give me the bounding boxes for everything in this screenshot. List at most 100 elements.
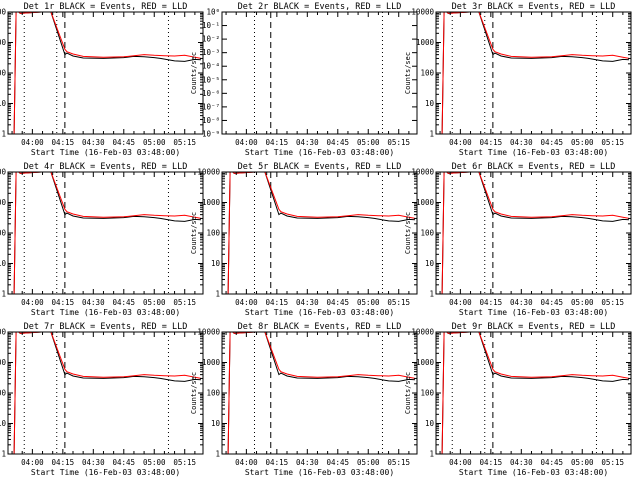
x-tick-label: 05:15 (601, 458, 624, 467)
x-tick-label: 04:45 (326, 298, 349, 307)
detector-panel: Det 5r BLACK = Events, RED = LLD 1 10 100 10… (190, 162, 418, 317)
y-tick-label: 100 (206, 229, 220, 238)
plot-frame (435, 11, 632, 135)
x-tick-label: 05:00 (571, 138, 594, 147)
y-tick-label: 100 (420, 69, 434, 78)
x-tick-label: 05:15 (387, 298, 410, 307)
events-series-line (441, 332, 630, 454)
y-tick-label: 10⁻⁷ (202, 102, 220, 111)
y-tick-label: 10000 (197, 168, 220, 177)
x-axis-label: Start Time (16-Feb-03 03:48:00) (31, 468, 180, 477)
x-tick-label: 05:15 (173, 458, 196, 467)
x-tick-label: 04:00 (449, 298, 472, 307)
lld-series-line (13, 12, 202, 134)
y-tick-label: 1 (1, 290, 6, 299)
y-tick-label: 1 (429, 450, 434, 459)
x-tick-label: 05:00 (357, 298, 380, 307)
y-tick-label: 10⁻⁹ (202, 130, 220, 139)
y-tick-label: 10000 (411, 328, 434, 337)
events-series-line (13, 172, 202, 294)
x-tick-label: 04:00 (21, 458, 44, 467)
x-tick-label: 04:30 (82, 458, 105, 467)
y-tick-label: 10000 (0, 168, 6, 177)
lld-series-line (227, 332, 416, 454)
y-tick-label: 100 (0, 69, 6, 78)
x-tick-label: 05:15 (173, 138, 196, 147)
x-tick-label: 05:00 (143, 298, 166, 307)
y-tick-label: 10⁰ (206, 8, 220, 17)
x-tick-label: 04:15 (480, 298, 503, 307)
y-tick-label: 1000 (416, 38, 435, 47)
y-tick-label: 10000 (411, 168, 434, 177)
x-tick-label: 04:45 (540, 298, 563, 307)
panel-title: Det 1r BLACK = Events, RED = LLD (24, 2, 188, 12)
x-axis-label: Start Time (16-Feb-03 03:48:00) (245, 308, 394, 317)
detector-panel: Det 3r BLACK = Events, RED = LLD 1 10 100 10… (404, 2, 632, 157)
x-tick-label: 04:30 (510, 298, 533, 307)
events-series-line (441, 12, 630, 134)
x-tick-label: 04:30 (296, 298, 319, 307)
y-tick-label: 10⁻¹ (202, 21, 220, 30)
x-axis-label: Start Time (16-Feb-03 03:48:00) (459, 308, 608, 317)
plot-data (13, 172, 202, 294)
y-tick-label: 10 (425, 259, 435, 268)
x-tick-label: 04:30 (82, 298, 105, 307)
x-tick-label: 04:00 (21, 138, 44, 147)
plot-frame (7, 331, 204, 455)
x-tick-label: 04:45 (540, 458, 563, 467)
plot-frame (435, 171, 632, 295)
x-tick-label: 04:15 (52, 138, 75, 147)
plot-frame (221, 11, 418, 135)
y-tick-label: 100 (420, 229, 434, 238)
x-axis-label: Start Time (16-Feb-03 03:48:00) (459, 468, 608, 477)
x-tick-label: 04:45 (112, 458, 135, 467)
x-tick-label: 04:00 (235, 458, 258, 467)
y-tick-label: 10000 (0, 328, 6, 337)
x-axis-label: Start Time (16-Feb-03 03:48:00) (459, 148, 608, 157)
x-tick-label: 04:30 (296, 458, 319, 467)
y-axis-label: Counts/sec (190, 372, 198, 414)
y-tick-label: 100 (206, 389, 220, 398)
x-axis-label: Start Time (16-Feb-03 03:48:00) (31, 148, 180, 157)
panel-title: Det 6r BLACK = Events, RED = LLD (452, 162, 616, 172)
plot-data (254, 12, 383, 134)
y-tick-label: 10000 (197, 328, 220, 337)
x-tick-label: 04:00 (449, 138, 472, 147)
y-tick-label: 1000 (416, 358, 435, 367)
lld-series-line (441, 12, 630, 134)
plot-data (227, 332, 416, 454)
x-tick-label: 04:45 (326, 138, 349, 147)
x-tick-label: 05:00 (571, 298, 594, 307)
y-tick-label: 10 (0, 259, 6, 268)
y-tick-label: 10 (211, 259, 221, 268)
x-tick-label: 05:00 (571, 458, 594, 467)
x-tick-label: 04:30 (510, 458, 533, 467)
plot-data (13, 12, 202, 134)
y-tick-label: 10⁻⁵ (202, 75, 220, 84)
y-axis-label: Counts/sec (190, 52, 198, 94)
x-tick-label: 04:15 (266, 138, 289, 147)
panel-title: Det 7r BLACK = Events, RED = LLD (24, 322, 188, 332)
plot-frame (435, 331, 632, 455)
y-tick-label: 1 (215, 290, 220, 299)
y-tick-label: 1000 (0, 358, 6, 367)
x-tick-label: 04:15 (480, 138, 503, 147)
plot-frame (7, 171, 204, 295)
x-tick-label: 05:00 (357, 138, 380, 147)
y-tick-label: 10⁻⁴ (202, 62, 220, 71)
y-tick-label: 10⁻³ (202, 48, 220, 57)
y-tick-label: 1000 (202, 358, 221, 367)
plot-data (227, 172, 416, 294)
x-tick-label: 05:00 (357, 458, 380, 467)
x-tick-label: 05:15 (173, 298, 196, 307)
y-tick-label: 1000 (202, 198, 221, 207)
x-tick-label: 04:15 (52, 458, 75, 467)
x-tick-label: 04:45 (326, 458, 349, 467)
x-tick-label: 04:15 (52, 298, 75, 307)
events-series-line (227, 332, 416, 454)
plot-data (441, 172, 630, 294)
events-series-line (227, 172, 416, 294)
x-tick-label: 05:15 (387, 138, 410, 147)
detector-panel: Det 8r BLACK = Events, RED = LLD 1 10 100 10… (190, 322, 418, 477)
